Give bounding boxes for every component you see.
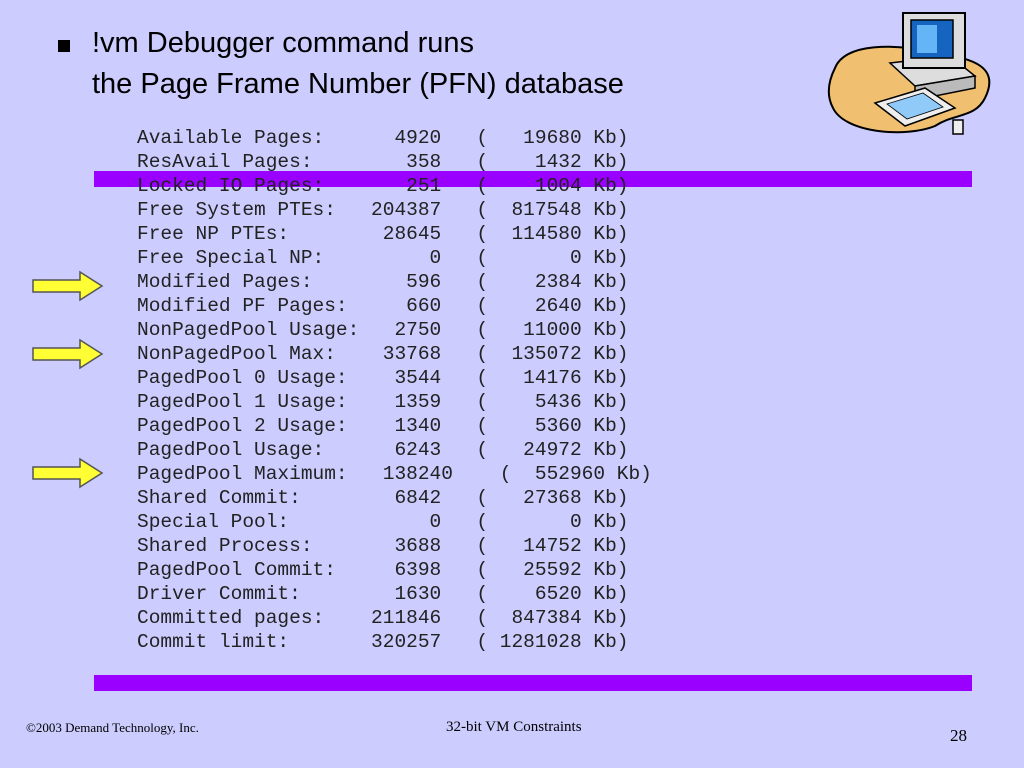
output-line: Driver Commit: 1630 ( 6520 Kb)	[137, 583, 629, 605]
output-line: Modified PF Pages: 660 ( 2640 Kb)	[137, 295, 629, 317]
output-line: Committed pages: 211846 ( 847384 Kb)	[137, 607, 629, 629]
output-line: Commit limit: 320257 ( 1281028 Kb)	[137, 631, 629, 653]
output-line: PagedPool 0 Usage: 3544 ( 14176 Kb)	[137, 367, 629, 389]
purple-bar	[94, 171, 972, 187]
bullet	[58, 40, 70, 52]
output-line: Free System PTEs: 204387 ( 817548 Kb)	[137, 199, 629, 221]
output-line: Free NP PTEs: 28645 ( 114580 Kb)	[137, 223, 629, 245]
output-line: NonPagedPool Usage: 2750 ( 11000 Kb)	[137, 319, 629, 341]
debugger-output: Available Pages: 4920 ( 19680 Kb) ResAvai…	[137, 126, 652, 654]
output-line: PagedPool Commit: 6398 ( 25592 Kb)	[137, 559, 629, 581]
page-number: 28	[950, 726, 967, 745]
output-line: Shared Process: 3688 ( 14752 Kb)	[137, 535, 629, 557]
title-line: the Page Frame Number (PFN) database	[92, 68, 624, 100]
output-line: PagedPool 2 Usage: 1340 ( 5360 Kb)	[137, 415, 629, 437]
output-line: Shared Commit: 6842 ( 27368 Kb)	[137, 487, 629, 509]
output-line: PagedPool 1 Usage: 1359 ( 5436 Kb)	[137, 391, 629, 413]
output-line: PagedPool Usage: 6243 ( 24972 Kb)	[137, 439, 629, 461]
output-line: Special Pool: 0 ( 0 Kb)	[137, 511, 629, 533]
output-line: Available Pages: 4920 ( 19680 Kb)	[137, 127, 629, 149]
output-line: PagedPool Maximum: 138240 ( 552960 Kb)	[137, 463, 652, 485]
title-line: !vm Debugger command runs	[92, 27, 474, 59]
output-line: Free Special NP: 0 ( 0 Kb)	[137, 247, 629, 269]
arrow	[32, 457, 104, 489]
arrow	[32, 338, 104, 370]
arrow	[32, 270, 104, 302]
footer-title: 32-bit VM Constraints	[446, 719, 582, 735]
purple-bar	[94, 675, 972, 691]
output-line: NonPagedPool Max: 33768 ( 135072 Kb)	[137, 343, 629, 365]
arrows	[32, 270, 104, 489]
computer-clipart	[827, 12, 991, 135]
copyright: ©2003 Demand Technology, Inc.	[26, 720, 199, 735]
output-line: ResAvail Pages: 358 ( 1432 Kb)	[137, 151, 629, 173]
output-line: Modified Pages: 596 ( 2384 Kb)	[137, 271, 629, 293]
output-line: Locked IO Pages: 251 ( 1004 Kb)	[137, 175, 629, 197]
